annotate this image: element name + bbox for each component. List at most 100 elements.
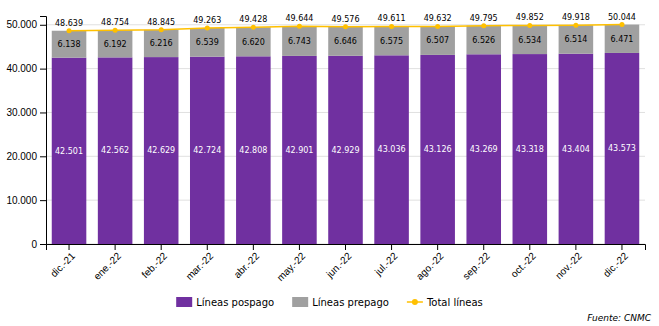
x-tick-label: ene.-22 — [91, 250, 123, 282]
x-tick-mark — [115, 244, 116, 250]
x-tick: jun.-22 — [323, 244, 353, 280]
line-label: 49.611 — [378, 14, 406, 23]
y-tick-label: 50.000 — [6, 19, 37, 30]
x-tick: oct.-22 — [508, 244, 538, 280]
x-tick: abr.-22 — [232, 244, 262, 280]
line-label: 48.639 — [55, 19, 83, 28]
line-label: 49.644 — [285, 14, 313, 23]
y-tick: 30.000 — [6, 107, 46, 118]
line-marker — [159, 27, 164, 32]
bar-label: 6.138 — [58, 40, 81, 49]
bar-label: 6.620 — [242, 38, 265, 47]
bar — [52, 31, 87, 58]
bar — [144, 57, 179, 244]
bar — [190, 57, 225, 244]
legend-swatch-marker — [412, 299, 418, 305]
x-tick: dic.-22 — [601, 244, 630, 279]
x-tick-label: dic.-22 — [601, 250, 630, 279]
bar — [513, 25, 548, 54]
x-tick-mark — [621, 244, 622, 250]
bar-label: 6.526 — [472, 36, 495, 45]
line-label: 48.845 — [147, 18, 175, 27]
x-tick: ago.-22 — [414, 244, 446, 282]
line-marker — [389, 24, 394, 29]
line-label: 49.428 — [239, 15, 267, 24]
line-label: 49.918 — [562, 13, 590, 22]
y-axis: 010.00020.00030.00040.00050.000 — [6, 17, 46, 250]
bar-label: 43.126 — [424, 145, 452, 154]
x-tick-mark — [391, 244, 392, 250]
y-tick: 50.000 — [6, 19, 46, 30]
bar — [420, 26, 455, 55]
line-label: 48.754 — [101, 18, 129, 27]
x-tick: ene.-22 — [91, 244, 123, 282]
line-marker — [343, 24, 348, 29]
bar — [466, 54, 501, 244]
bar-series — [52, 25, 639, 58]
grid — [46, 25, 645, 244]
x-tick-mark — [207, 244, 208, 250]
x-tick-label: abr.-22 — [232, 250, 262, 280]
y-tick-label: 20.000 — [6, 151, 37, 162]
bar-label: 42.501 — [55, 147, 83, 156]
legend-label: Líneas prepago — [312, 297, 389, 308]
bar-label: 6.514 — [564, 35, 587, 44]
bar — [605, 53, 640, 244]
data-labels: 42.50142.56242.62942.72442.80842.90142.9… — [55, 13, 636, 156]
chart: 010.00020.00030.00040.00050.000dic.-21en… — [0, 0, 659, 326]
bar-label: 6.471 — [611, 35, 634, 44]
bar — [236, 27, 271, 56]
source: Fuente: CNMC — [587, 313, 651, 323]
bar-label: 42.629 — [147, 146, 175, 155]
bar — [513, 54, 548, 244]
bar — [420, 55, 455, 244]
line-marker — [481, 23, 486, 28]
bar — [190, 28, 225, 57]
bar — [282, 56, 317, 244]
bar-label: 6.743 — [288, 37, 311, 46]
y-tick: 20.000 — [6, 151, 46, 162]
bar — [605, 25, 640, 53]
legend-item: Líneas prepago — [292, 297, 389, 308]
x-tick-mark — [345, 244, 346, 250]
y-tick-label: 30.000 — [6, 107, 37, 118]
y-tick-mark — [40, 156, 46, 157]
x-tick-mark — [483, 244, 484, 250]
line-label: 49.576 — [332, 15, 360, 24]
line-marker — [527, 23, 532, 28]
x-tick-mark — [69, 244, 70, 250]
bar-label: 42.724 — [193, 146, 221, 155]
bar-label: 6.539 — [196, 38, 219, 47]
bar-label: 43.573 — [608, 144, 636, 153]
x-tick-label: sep.-22 — [460, 250, 492, 282]
line-marker — [297, 24, 302, 29]
bar-label: 42.929 — [332, 146, 360, 155]
bar-label: 6.575 — [380, 37, 403, 46]
bar — [374, 55, 409, 244]
y-tick-label: 0 — [31, 239, 37, 250]
bar-label: 6.216 — [150, 39, 173, 48]
marks — [52, 22, 639, 244]
x-tick: mar.-22 — [184, 244, 216, 282]
bar-label: 42.901 — [285, 146, 313, 155]
x-tick-mark — [529, 244, 530, 250]
x-tick-label: oct.-22 — [508, 250, 538, 280]
legend-label: Total líneas — [426, 297, 483, 308]
x-tick: feb.-22 — [139, 244, 169, 280]
x-tick-label: ago.-22 — [414, 250, 446, 282]
line-marker — [205, 26, 210, 31]
y-tick: 0 — [31, 239, 46, 250]
line-label: 49.632 — [424, 14, 452, 23]
bar — [52, 58, 87, 244]
line-label: 50.044 — [608, 13, 636, 22]
y-tick-label: 10.000 — [6, 195, 37, 206]
bar — [98, 57, 133, 244]
line-marker — [619, 22, 624, 27]
bar — [559, 25, 594, 54]
x-axis: dic.-21ene.-22feb.-22mar.-22abr.-22may.-… — [47, 244, 646, 283]
y-tick-mark — [40, 200, 46, 201]
bar-label: 6.192 — [104, 40, 127, 49]
x-tick: may.-22 — [275, 244, 308, 283]
x-tick: sep.-22 — [460, 244, 492, 282]
line-label: 49.852 — [516, 13, 544, 22]
